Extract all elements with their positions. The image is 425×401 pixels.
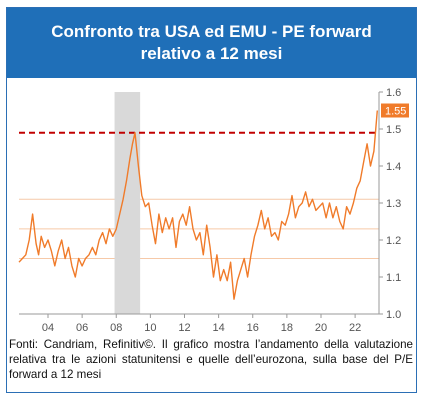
x-tick-label: 14 bbox=[212, 322, 224, 334]
y-tick-label: 1.4 bbox=[386, 161, 401, 173]
y-tick-label: 1.0 bbox=[386, 309, 401, 321]
last-value-badge: 1.55 bbox=[381, 103, 409, 118]
chart-card: Confronto tra USA ed EMU - PE forward re… bbox=[6, 7, 417, 393]
y-tick-label: 1.3 bbox=[386, 198, 401, 210]
y-tick-label: 1.6 bbox=[386, 87, 401, 99]
series-layer bbox=[18, 110, 378, 300]
x-tick-label: 06 bbox=[76, 322, 88, 334]
y-tick-labels: 1.0 1.1 1.2 1.3 1.4 1.5 1.6 bbox=[379, 87, 401, 321]
y-tick-label: 1.5 bbox=[386, 124, 401, 136]
shaded-period bbox=[114, 92, 141, 314]
last-value-badge-box bbox=[381, 103, 409, 118]
x-tick-label: 18 bbox=[281, 322, 293, 334]
x-tick-label: 04 bbox=[42, 322, 54, 334]
x-tick-label: 16 bbox=[247, 322, 259, 334]
x-tick-label: 12 bbox=[178, 322, 190, 334]
y-tick-label: 1.1 bbox=[386, 272, 401, 284]
source-caption: Fonti: Candriam, Refinitiv©. Il grafico … bbox=[9, 338, 413, 381]
line-chart: 1.0 1.1 1.2 1.3 1.4 1.5 1.6 04 06 08 10 12 14 16 18 20… bbox=[18, 87, 409, 334]
horizontal-bands bbox=[19, 198, 379, 259]
x-tick-label: 20 bbox=[315, 322, 327, 334]
x-tick-label: 10 bbox=[144, 322, 156, 334]
x-tick-labels: 04 06 08 10 12 14 16 18 20 22 bbox=[42, 314, 361, 334]
last-value-label: 1.55 bbox=[385, 106, 406, 118]
y-tick-label: 1.2 bbox=[386, 235, 401, 247]
chart-title: Confronto tra USA ed EMU - PE forward re… bbox=[51, 22, 372, 63]
chart-header: Confronto tra USA ed EMU - PE forward re… bbox=[7, 8, 416, 78]
x-tick-label: 22 bbox=[349, 322, 361, 334]
shaded-band bbox=[114, 92, 141, 314]
x-tick-label: 08 bbox=[110, 322, 122, 334]
series-line-0 bbox=[18, 110, 378, 300]
